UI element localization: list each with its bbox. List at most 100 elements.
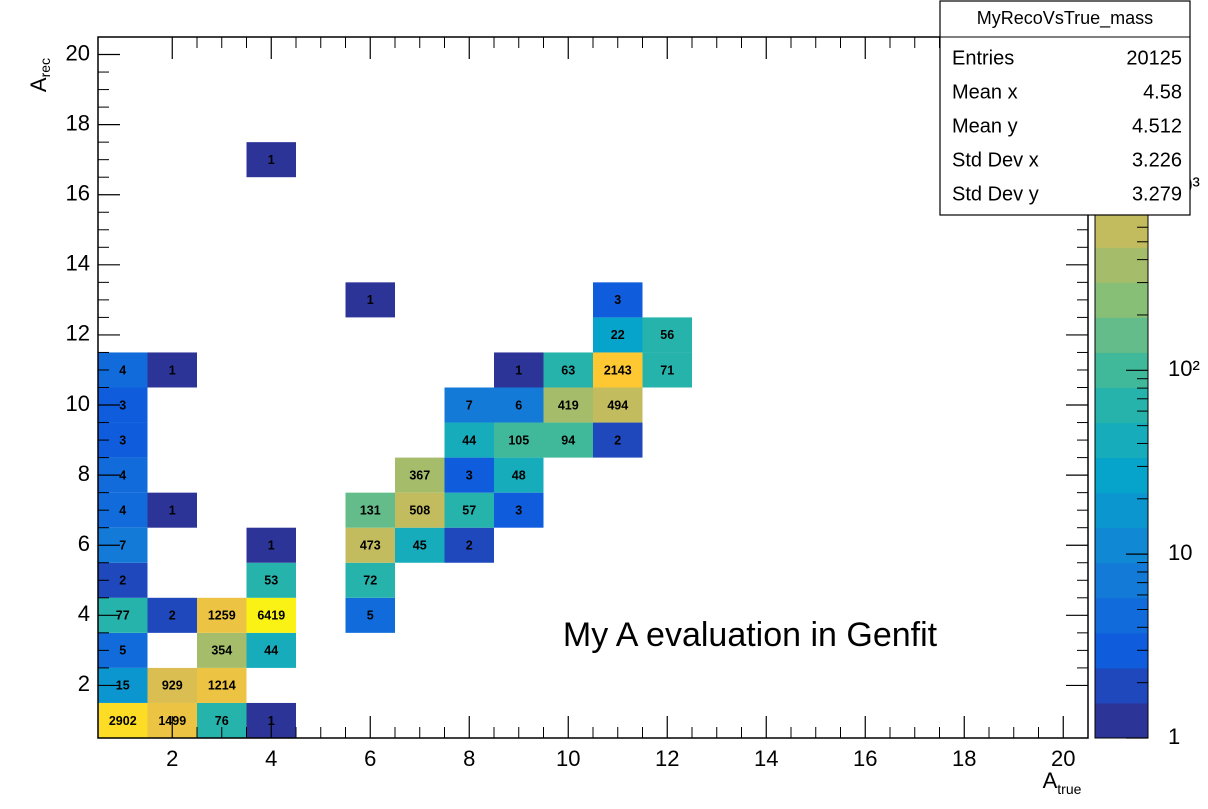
cell-label: 2 xyxy=(119,574,126,588)
color-bar-band xyxy=(1095,387,1148,424)
heatmap-cell xyxy=(642,317,692,353)
cell-label: 2 xyxy=(466,539,473,553)
stats-value: 4.512 xyxy=(1132,115,1182,137)
y-tick-label: 14 xyxy=(66,251,90,276)
heatmap-cell xyxy=(147,492,197,528)
x-tick-label: 20 xyxy=(1051,746,1075,771)
heatmap-cell xyxy=(345,527,395,563)
heatmap-cell xyxy=(593,387,643,423)
heatmap-cell xyxy=(494,422,544,458)
x-tick-label: 16 xyxy=(853,746,877,771)
x-tick-label: 10 xyxy=(556,746,580,771)
cell-label: 7 xyxy=(466,398,473,412)
cell-label: 3 xyxy=(466,468,473,482)
cell-label: 367 xyxy=(409,468,430,482)
x-axis-label: Atrue xyxy=(1043,768,1082,797)
cell-label: 3 xyxy=(119,433,126,447)
heatmap-cell xyxy=(593,422,643,458)
cell-label: 56 xyxy=(660,328,674,342)
y-tick-label: 2 xyxy=(78,671,90,696)
cell-label: 354 xyxy=(211,644,232,658)
x-tick-label: 8 xyxy=(463,746,475,771)
stats-value: 4.58 xyxy=(1143,81,1182,103)
cell-label: 77 xyxy=(116,609,130,623)
heatmap-cell xyxy=(642,352,692,388)
cell-label: 3 xyxy=(119,398,126,412)
stats-value: 20125 xyxy=(1126,47,1182,69)
cell-label: 53 xyxy=(264,574,278,588)
cell-label: 4 xyxy=(119,468,126,482)
cell-label: 44 xyxy=(264,644,278,658)
heatmap-cell xyxy=(98,702,148,738)
x-tick-label: 2 xyxy=(166,746,178,771)
heatmap-cell xyxy=(494,387,544,423)
cell-label: 5 xyxy=(367,609,374,623)
cell-label: 76 xyxy=(215,714,229,728)
cell-label: 1214 xyxy=(208,679,236,693)
heatmap-cell xyxy=(147,352,197,388)
y-axis-label: Arec xyxy=(26,58,53,92)
cell-label: 71 xyxy=(660,363,674,377)
heatmap-cell xyxy=(197,667,247,703)
heatmap-cell xyxy=(345,282,395,318)
color-bar-band xyxy=(1095,282,1148,318)
cell-label: 22 xyxy=(611,328,625,342)
y-label-main: A xyxy=(26,77,51,92)
y-tick-label: 12 xyxy=(66,321,90,346)
color-bar-band xyxy=(1095,457,1148,494)
heatmap-cell xyxy=(444,527,494,563)
stats-value: 3.226 xyxy=(1132,149,1182,171)
heatmap-cell xyxy=(395,492,445,528)
heatmap-cell xyxy=(494,457,544,493)
cell-label: 131 xyxy=(360,503,381,517)
x-label-sub: true xyxy=(1057,781,1081,797)
y-label-sub: rec xyxy=(37,58,53,77)
cell-label: 494 xyxy=(607,398,628,412)
cell-label: 2 xyxy=(169,609,176,623)
cell-label: 473 xyxy=(360,539,381,553)
annotation: My A evaluation in Genfit xyxy=(563,616,938,654)
color-bar-band xyxy=(1095,562,1148,599)
heatmap-cell xyxy=(197,597,247,633)
heatmap-cell xyxy=(246,562,296,598)
heatmap-cell xyxy=(197,632,247,668)
y-tick-label: 10 xyxy=(66,391,90,416)
cell-label: 57 xyxy=(462,503,476,517)
cell-label: 1 xyxy=(268,153,275,167)
heatmap-cell xyxy=(593,282,643,318)
x-tick-label: 18 xyxy=(952,746,976,771)
heatmap-cell xyxy=(543,352,593,388)
color-bar-band xyxy=(1095,492,1148,529)
heatmap-cell xyxy=(444,387,494,423)
stats-label: Mean y xyxy=(952,115,1018,137)
cell-label: 4 xyxy=(119,363,126,377)
cell-label: 2 xyxy=(614,433,621,447)
heatmap-cell xyxy=(543,387,593,423)
heatmap-cell xyxy=(345,562,395,598)
cell-label: 1259 xyxy=(208,609,236,623)
heatmap-cell xyxy=(147,597,197,633)
stats-label: Mean x xyxy=(952,81,1018,103)
heatmap-cell xyxy=(147,667,197,703)
z-tick-label: 10² xyxy=(1168,356,1200,381)
cell-label: 4 xyxy=(119,503,126,517)
z-tick-label: 10 xyxy=(1168,540,1192,565)
color-bar-band xyxy=(1095,527,1148,564)
cell-label: 2143 xyxy=(604,363,632,377)
heatmap-cell xyxy=(444,457,494,493)
stats-value: 3.279 xyxy=(1132,183,1182,205)
color-bar-band xyxy=(1095,212,1148,248)
heatmap-cell xyxy=(593,352,643,388)
cell-label: 1 xyxy=(169,503,176,517)
cell-label: 45 xyxy=(413,539,427,553)
y-tick-label: 8 xyxy=(78,461,90,486)
heatmap-cell xyxy=(543,422,593,458)
heatmap-cell xyxy=(494,352,544,388)
color-bar-band xyxy=(1095,317,1148,353)
cell-label: 94 xyxy=(561,433,575,447)
cell-label: 1 xyxy=(367,293,374,307)
stats-label: Entries xyxy=(952,47,1014,69)
cell-label: 1 xyxy=(515,363,522,377)
